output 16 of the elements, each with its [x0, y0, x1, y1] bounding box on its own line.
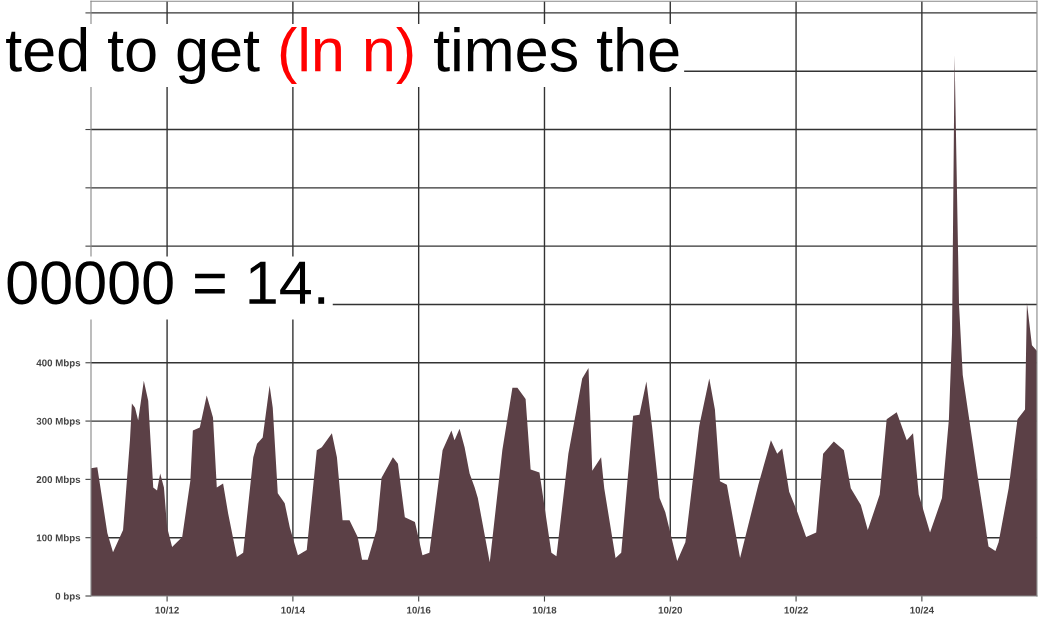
y-tick-label: 200 Mbps — [36, 475, 81, 485]
x-tick-label: 10/12 — [155, 606, 179, 614]
annotation: ted to get — [6, 27, 260, 84]
annotation: 00000 = 14. — [7, 261, 325, 305]
x-tick-label: 10/18 — [532, 606, 557, 614]
annotation: (ln n) — [280, 27, 413, 84]
x-tick-label: 10/16 — [407, 606, 431, 614]
x-tick-label: 10/22 — [784, 606, 808, 614]
y-tick-label: 400 Mbps — [36, 359, 81, 369]
y-tick-label: 300 Mbps — [36, 417, 81, 427]
x-tick-label: 10/24 — [910, 606, 934, 614]
y-tick-label: 0 bps — [55, 592, 81, 602]
x-tick-label: 10/14 — [281, 606, 305, 614]
y-tick-label: 100 Mbps — [36, 534, 81, 544]
x-tick-label: 10/20 — [658, 606, 683, 614]
annotation: times the — [434, 27, 679, 72]
